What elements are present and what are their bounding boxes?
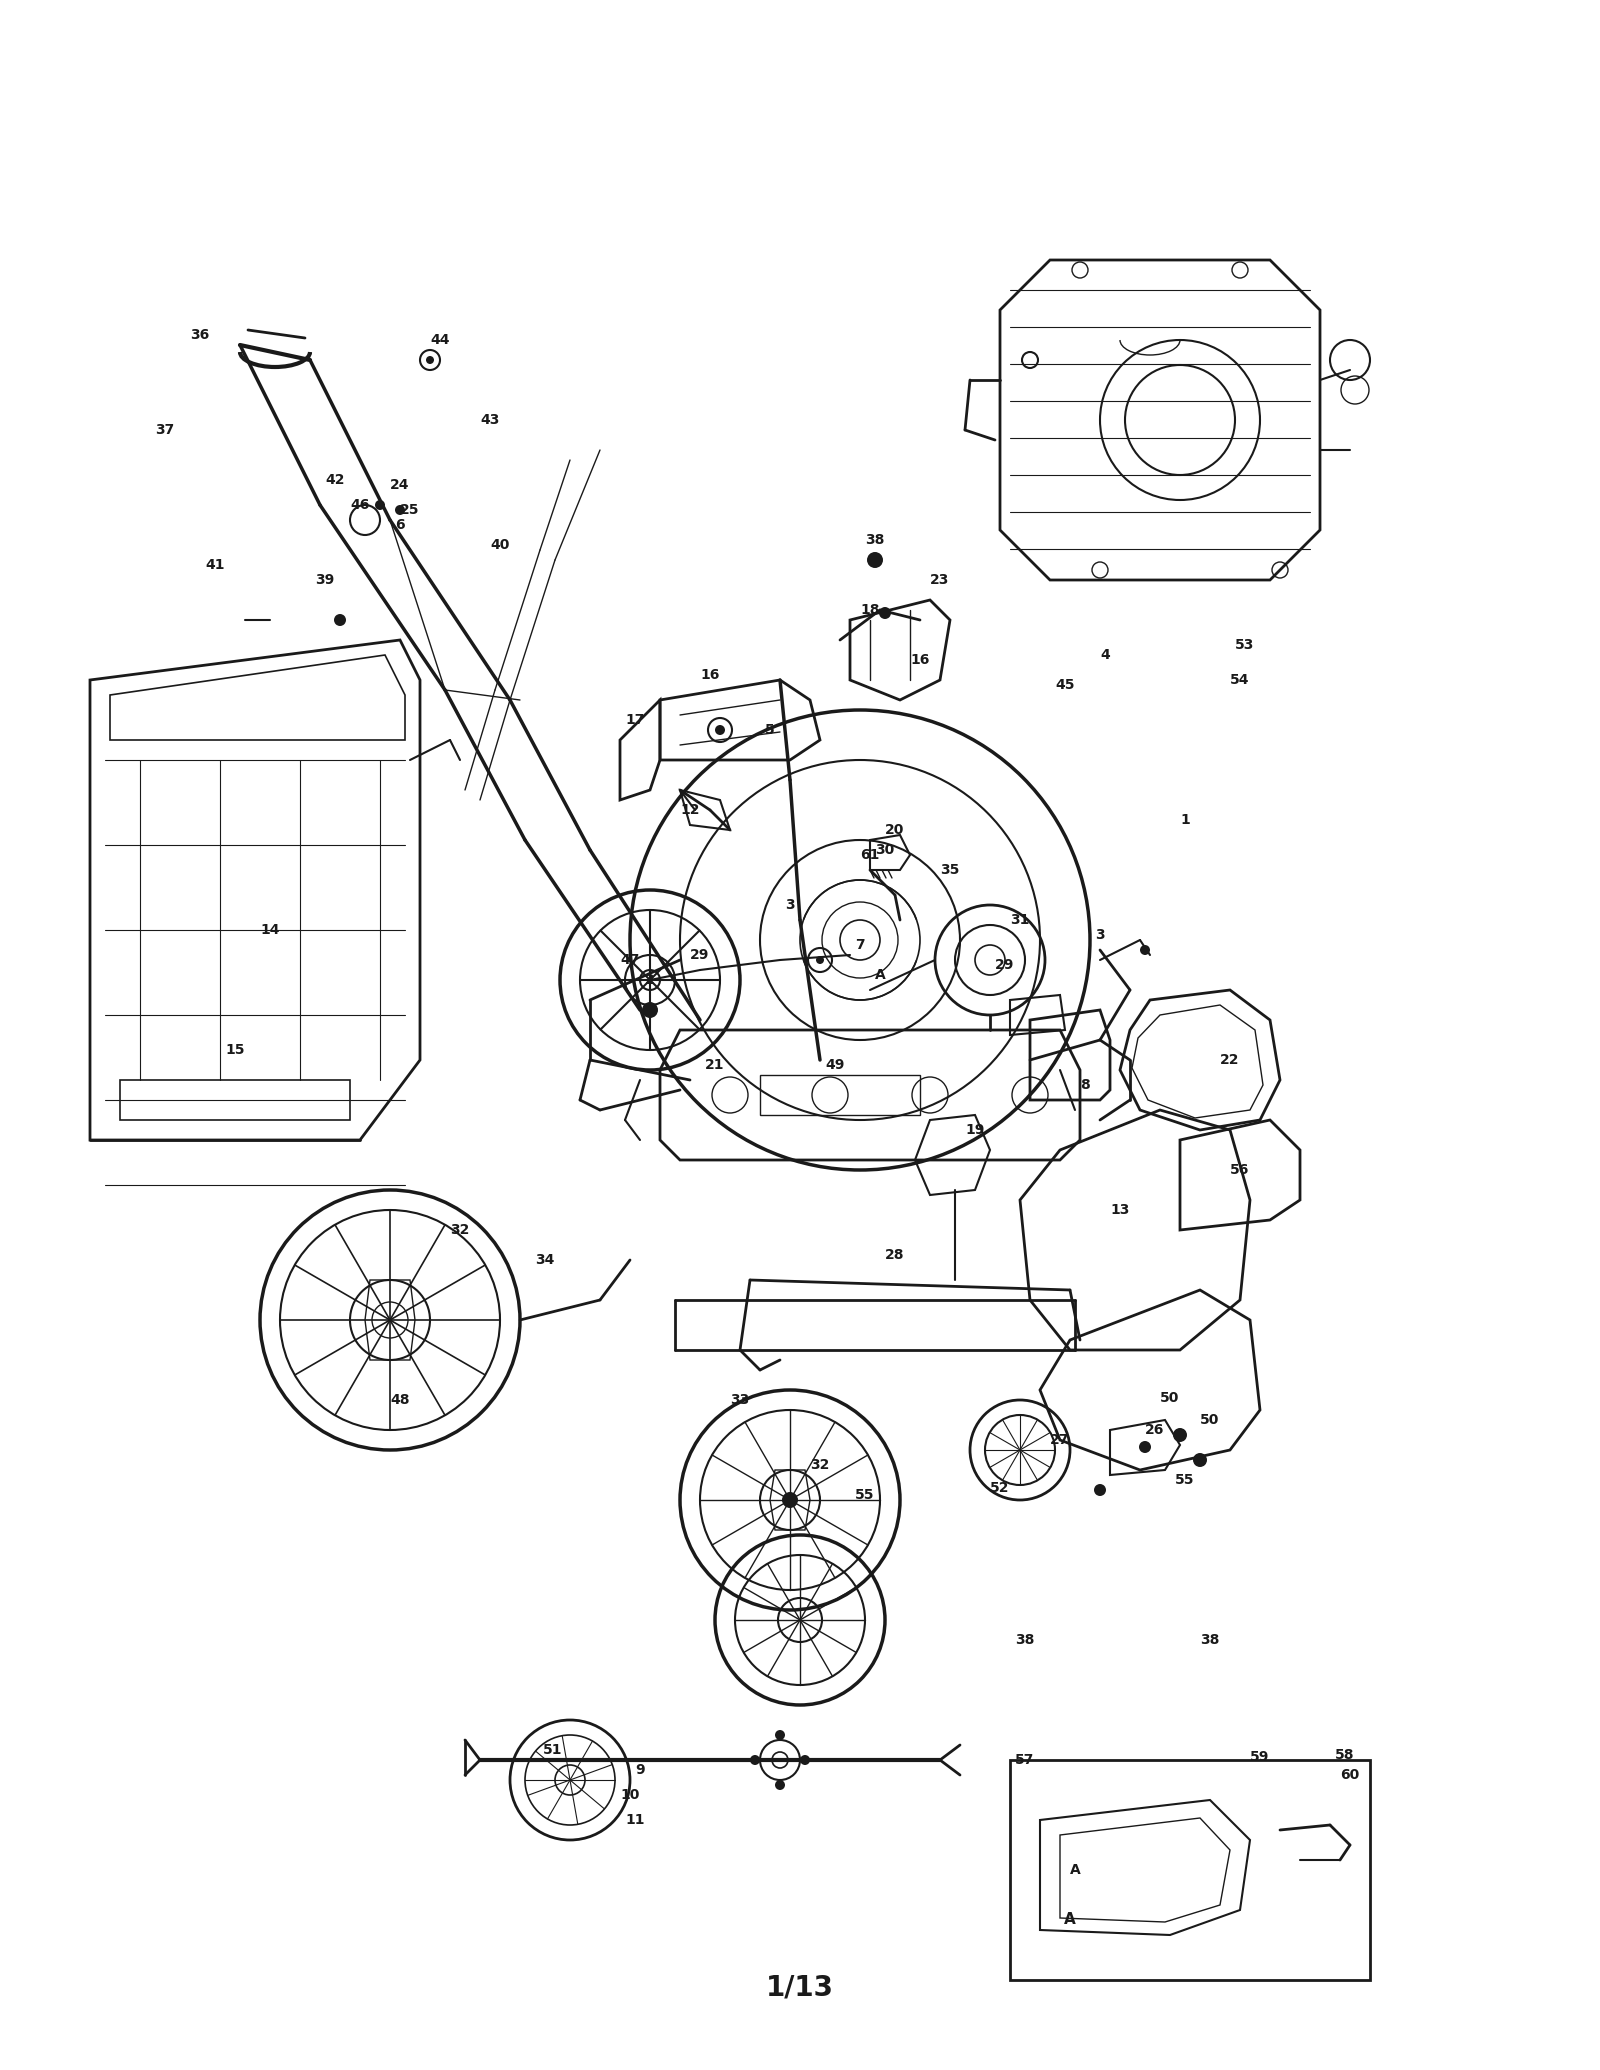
- Text: A: A: [1070, 1863, 1080, 1877]
- Text: 32: 32: [810, 1457, 830, 1472]
- Text: 38: 38: [1200, 1633, 1219, 1648]
- Text: 36: 36: [190, 327, 210, 342]
- Circle shape: [1139, 1441, 1150, 1453]
- Text: 3: 3: [786, 898, 795, 913]
- Text: 50: 50: [1160, 1391, 1179, 1406]
- Text: 24: 24: [390, 478, 410, 493]
- Text: 52: 52: [990, 1480, 1010, 1495]
- Circle shape: [774, 1780, 786, 1791]
- Text: 33: 33: [730, 1393, 750, 1408]
- Text: 54: 54: [1230, 673, 1250, 687]
- Text: 43: 43: [480, 414, 499, 426]
- Text: 7: 7: [854, 938, 866, 952]
- Text: 13: 13: [1110, 1203, 1130, 1217]
- Text: 39: 39: [315, 573, 334, 588]
- Text: 21: 21: [706, 1058, 725, 1072]
- Text: 37: 37: [155, 422, 174, 437]
- Circle shape: [867, 553, 883, 567]
- Text: 35: 35: [941, 863, 960, 878]
- Circle shape: [715, 724, 725, 735]
- Text: 3: 3: [1094, 927, 1106, 942]
- Circle shape: [750, 1755, 760, 1766]
- Circle shape: [374, 501, 386, 509]
- Circle shape: [642, 1002, 658, 1018]
- Text: 27: 27: [1050, 1432, 1070, 1447]
- Text: 42: 42: [325, 474, 344, 486]
- Text: 15: 15: [226, 1043, 245, 1058]
- Text: 6: 6: [395, 518, 405, 532]
- Text: 20: 20: [885, 824, 904, 836]
- Text: 1: 1: [1181, 814, 1190, 828]
- Circle shape: [426, 356, 434, 364]
- Text: 29: 29: [995, 958, 1014, 973]
- Text: 25: 25: [400, 503, 419, 518]
- Text: 48: 48: [390, 1393, 410, 1408]
- Circle shape: [878, 607, 891, 619]
- Text: A: A: [1064, 1913, 1075, 1927]
- Text: 4: 4: [1101, 648, 1110, 662]
- Text: 38: 38: [866, 532, 885, 546]
- Text: 17: 17: [626, 712, 645, 727]
- Text: 49: 49: [826, 1058, 845, 1072]
- Text: 2: 2: [645, 973, 654, 987]
- Text: 28: 28: [885, 1248, 904, 1263]
- Text: 8: 8: [1080, 1078, 1090, 1093]
- Text: 58: 58: [1336, 1747, 1355, 1762]
- Text: 23: 23: [930, 573, 950, 588]
- Text: 47: 47: [621, 952, 640, 967]
- Text: 60: 60: [1341, 1768, 1360, 1782]
- Text: 53: 53: [1235, 638, 1254, 652]
- Text: 59: 59: [1250, 1749, 1270, 1764]
- Text: A: A: [875, 969, 885, 981]
- Text: 55: 55: [1176, 1474, 1195, 1486]
- Text: 51: 51: [544, 1743, 563, 1757]
- Text: 22: 22: [1221, 1054, 1240, 1066]
- Circle shape: [395, 505, 405, 515]
- Circle shape: [1173, 1428, 1187, 1443]
- Text: 34: 34: [536, 1252, 555, 1267]
- Text: 26: 26: [1146, 1422, 1165, 1437]
- Text: 12: 12: [680, 803, 699, 818]
- Text: 29: 29: [690, 948, 710, 963]
- Text: 11: 11: [626, 1813, 645, 1828]
- Text: 1/13: 1/13: [766, 1973, 834, 2002]
- Text: 32: 32: [450, 1223, 470, 1238]
- Circle shape: [1194, 1453, 1206, 1468]
- Text: 30: 30: [875, 842, 894, 857]
- Text: 46: 46: [350, 499, 370, 511]
- Text: 18: 18: [861, 602, 880, 617]
- Text: 16: 16: [701, 669, 720, 681]
- Circle shape: [1094, 1484, 1106, 1497]
- Text: 16: 16: [910, 652, 930, 667]
- Text: 57: 57: [1016, 1753, 1035, 1768]
- Circle shape: [774, 1731, 786, 1741]
- Circle shape: [816, 956, 824, 965]
- Text: 31: 31: [1010, 913, 1030, 927]
- Circle shape: [1139, 946, 1150, 954]
- Text: 41: 41: [205, 559, 224, 571]
- Text: 5: 5: [765, 722, 774, 737]
- Text: 14: 14: [261, 923, 280, 938]
- Text: 45: 45: [1056, 679, 1075, 691]
- Bar: [1010, 1760, 1370, 1981]
- Circle shape: [782, 1492, 798, 1509]
- Text: 61: 61: [861, 849, 880, 861]
- Text: 55: 55: [856, 1488, 875, 1503]
- Text: 56: 56: [1230, 1163, 1250, 1178]
- Circle shape: [334, 615, 346, 625]
- Text: 50: 50: [1200, 1414, 1219, 1426]
- Text: 38: 38: [1016, 1633, 1035, 1648]
- Text: 10: 10: [621, 1788, 640, 1803]
- Text: 19: 19: [965, 1124, 984, 1136]
- Text: 9: 9: [635, 1764, 645, 1776]
- Text: 44: 44: [430, 333, 450, 348]
- Text: 40: 40: [490, 538, 510, 553]
- Circle shape: [800, 1755, 810, 1766]
